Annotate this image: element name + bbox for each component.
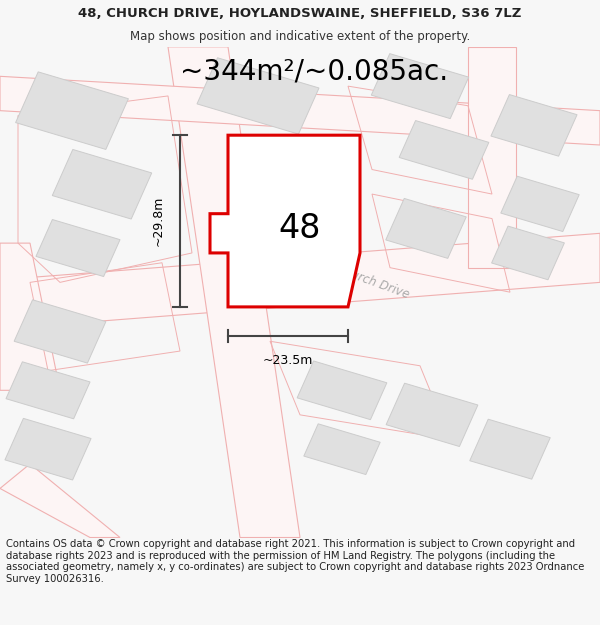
Text: 48: 48 bbox=[279, 212, 321, 245]
Polygon shape bbox=[501, 176, 579, 231]
Polygon shape bbox=[30, 233, 600, 326]
Text: ~23.5m: ~23.5m bbox=[263, 354, 313, 366]
Polygon shape bbox=[468, 47, 516, 268]
Polygon shape bbox=[36, 219, 120, 276]
Polygon shape bbox=[0, 464, 120, 538]
Polygon shape bbox=[0, 76, 600, 145]
Polygon shape bbox=[52, 149, 152, 219]
Polygon shape bbox=[16, 72, 128, 149]
Text: 48, CHURCH DRIVE, HOYLANDSWAINE, SHEFFIELD, S36 7LZ: 48, CHURCH DRIVE, HOYLANDSWAINE, SHEFFIE… bbox=[79, 7, 521, 19]
Polygon shape bbox=[0, 243, 60, 390]
Text: ~29.8m: ~29.8m bbox=[152, 196, 165, 246]
Polygon shape bbox=[386, 198, 466, 258]
Text: Church Drive: Church Drive bbox=[334, 263, 410, 302]
Polygon shape bbox=[304, 424, 380, 474]
Polygon shape bbox=[470, 419, 550, 479]
Polygon shape bbox=[5, 418, 91, 480]
Polygon shape bbox=[386, 383, 478, 446]
Polygon shape bbox=[371, 54, 469, 119]
Polygon shape bbox=[6, 362, 90, 419]
Polygon shape bbox=[197, 58, 319, 134]
Polygon shape bbox=[14, 300, 106, 363]
Text: Contains OS data © Crown copyright and database right 2021. This information is : Contains OS data © Crown copyright and d… bbox=[6, 539, 584, 584]
Polygon shape bbox=[168, 47, 300, 538]
Text: ~344m²/~0.085ac.: ~344m²/~0.085ac. bbox=[180, 58, 448, 86]
Polygon shape bbox=[399, 121, 489, 179]
Polygon shape bbox=[491, 226, 565, 280]
Polygon shape bbox=[210, 135, 360, 307]
Polygon shape bbox=[297, 361, 387, 419]
Polygon shape bbox=[491, 94, 577, 156]
Text: Map shows position and indicative extent of the property.: Map shows position and indicative extent… bbox=[130, 30, 470, 43]
